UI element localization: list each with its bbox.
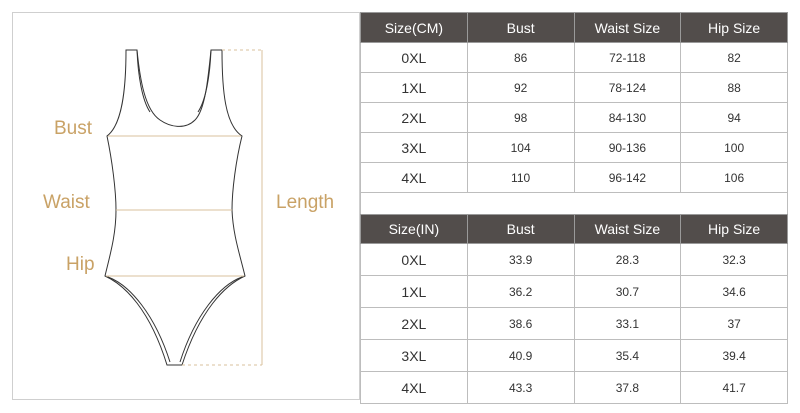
value-cell: 38.6 [466, 307, 575, 340]
swimsuit-outline-diagram [104, 49, 263, 366]
value-cell: 78-124 [573, 72, 682, 103]
size-cell: 4XL [360, 371, 468, 404]
column-header: Bust [466, 12, 575, 43]
size-cell: 2XL [360, 307, 468, 340]
value-cell: 39.4 [680, 339, 788, 372]
waist-label: Waist [43, 192, 90, 213]
value-cell: 110 [466, 162, 575, 193]
size-cell: 3XL [360, 132, 468, 163]
value-cell: 34.6 [680, 275, 788, 308]
swimsuit-outline [104, 49, 246, 366]
table-row: 3XL 104 90-136 100 [360, 132, 788, 163]
column-header: Waist Size [573, 12, 682, 43]
table-spacer [360, 186, 788, 214]
table-row: 1XL 92 78-124 88 [360, 72, 788, 103]
value-cell: 37.8 [573, 371, 682, 404]
size-cell: 3XL [360, 339, 468, 372]
column-header: Hip Size [680, 12, 788, 43]
value-cell: 104 [466, 132, 575, 163]
value-cell: 40.9 [466, 339, 575, 372]
column-header: Waist Size [573, 214, 682, 244]
value-cell: 100 [680, 132, 788, 163]
table-header-row: Size(IN) Bust Waist Size Hip Size [360, 214, 788, 244]
value-cell: 33.9 [466, 243, 575, 276]
neckline-trim [136, 49, 212, 113]
size-table-in: Size(IN) Bust Waist Size Hip Size 0XL 33.9 28.… [360, 214, 788, 404]
value-cell: 90-136 [573, 132, 682, 163]
size-cell: 1XL [360, 275, 468, 308]
value-cell: 36.2 [466, 275, 575, 308]
value-cell: 28.3 [573, 243, 682, 276]
size-cell: 4XL [360, 162, 468, 193]
bust-label: Bust [54, 118, 93, 139]
size-table-cm: Size(CM) Bust Waist Size Hip Size 0XL 86 72-11… [360, 12, 788, 193]
column-header: Size(IN) [360, 214, 468, 244]
size-cell: 0XL [360, 42, 468, 73]
size-cell: 2XL [360, 102, 468, 133]
table-header-row: Size(CM) Bust Waist Size Hip Size [360, 12, 788, 43]
value-cell: 96-142 [573, 162, 682, 193]
value-cell: 32.3 [680, 243, 788, 276]
value-cell: 30.7 [573, 275, 682, 308]
hip-label: Hip [66, 254, 95, 275]
length-label: Length [276, 192, 335, 213]
table-row: 2XL 38.6 33.1 37 [360, 307, 788, 340]
column-header: Hip Size [680, 214, 788, 244]
value-cell: 33.1 [573, 307, 682, 340]
value-cell: 82 [680, 42, 788, 73]
value-cell: 43.3 [466, 371, 575, 404]
value-cell: 35.4 [573, 339, 682, 372]
table-row: 4XL 43.3 37.8 41.7 [360, 371, 788, 404]
value-cell: 88 [680, 72, 788, 103]
value-cell: 72-118 [573, 42, 682, 73]
table-row: 2XL 98 84-130 94 [360, 102, 788, 133]
table-row: 0XL 86 72-118 82 [360, 42, 788, 73]
value-cell: 37 [680, 307, 788, 340]
size-cell: 0XL [360, 243, 468, 276]
value-cell: 86 [466, 42, 575, 73]
leg-trim [107, 276, 243, 363]
table-row: 0XL 33.9 28.3 32.3 [360, 243, 788, 276]
value-cell: 84-130 [573, 102, 682, 133]
size-cell: 1XL [360, 72, 468, 103]
value-cell: 41.7 [680, 371, 788, 404]
value-cell: 92 [466, 72, 575, 103]
table-row: 3XL 40.9 35.4 39.4 [360, 339, 788, 372]
value-cell: 94 [680, 102, 788, 133]
garment-diagram-panel [12, 12, 360, 400]
column-header: Size(CM) [360, 12, 468, 43]
value-cell: 106 [680, 162, 788, 193]
table-row: 4XL 110 96-142 106 [360, 162, 788, 193]
table-row: 1XL 36.2 30.7 34.6 [360, 275, 788, 308]
value-cell: 98 [466, 102, 575, 133]
column-header: Bust [466, 214, 575, 244]
